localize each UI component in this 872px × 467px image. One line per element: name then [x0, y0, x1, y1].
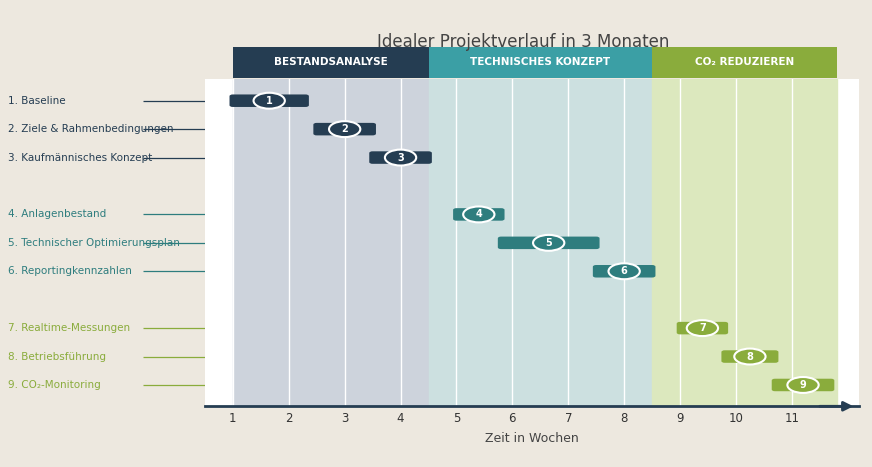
Text: 4: 4: [475, 209, 482, 219]
Text: 3. Kaufmännisches Konzept: 3. Kaufmännisches Konzept: [8, 153, 153, 163]
Text: 4. Anlagenbestand: 4. Anlagenbestand: [8, 209, 106, 219]
Text: BESTANDSANALYSE: BESTANDSANALYSE: [274, 57, 387, 67]
Text: 9. CO₂-Monitoring: 9. CO₂-Monitoring: [8, 380, 101, 390]
Text: 9: 9: [800, 380, 807, 390]
Text: 7. Realtime-Messungen: 7. Realtime-Messungen: [8, 323, 130, 333]
Circle shape: [533, 235, 564, 251]
FancyBboxPatch shape: [721, 350, 779, 363]
Text: 8. Betriebsführung: 8. Betriebsführung: [8, 352, 106, 361]
Text: 3: 3: [397, 153, 404, 163]
Circle shape: [385, 149, 416, 165]
Text: TECHNISCHES KONZEPT: TECHNISCHES KONZEPT: [470, 57, 610, 67]
FancyBboxPatch shape: [677, 322, 728, 334]
Bar: [428, 79, 652, 406]
Text: 2: 2: [341, 124, 348, 134]
FancyBboxPatch shape: [772, 379, 835, 391]
FancyBboxPatch shape: [498, 237, 600, 249]
Bar: [233, 79, 428, 406]
Text: Idealer Projektverlauf in 3 Monaten: Idealer Projektverlauf in 3 Monaten: [377, 33, 670, 51]
Text: 6: 6: [621, 266, 628, 276]
FancyBboxPatch shape: [593, 265, 656, 277]
FancyBboxPatch shape: [453, 208, 505, 221]
Text: 2. Ziele & Rahmenbedingungen: 2. Ziele & Rahmenbedingungen: [8, 124, 174, 134]
Circle shape: [463, 206, 494, 222]
FancyBboxPatch shape: [229, 94, 309, 107]
FancyBboxPatch shape: [652, 47, 836, 78]
Circle shape: [609, 263, 640, 279]
Circle shape: [329, 121, 360, 137]
Circle shape: [787, 377, 819, 393]
Text: 7: 7: [699, 323, 705, 333]
FancyBboxPatch shape: [369, 151, 432, 164]
Bar: [652, 79, 836, 406]
Circle shape: [687, 320, 718, 336]
FancyBboxPatch shape: [233, 47, 428, 78]
FancyBboxPatch shape: [313, 123, 376, 135]
Text: CO₂ REDUZIEREN: CO₂ REDUZIEREN: [695, 57, 794, 67]
Circle shape: [734, 348, 766, 365]
Text: 8: 8: [746, 352, 753, 361]
X-axis label: Zeit in Wochen: Zeit in Wochen: [485, 432, 579, 445]
Text: 1: 1: [266, 96, 273, 106]
FancyBboxPatch shape: [428, 47, 652, 78]
Text: 1. Baseline: 1. Baseline: [8, 96, 65, 106]
Text: 6. Reportingkennzahlen: 6. Reportingkennzahlen: [8, 266, 132, 276]
Circle shape: [254, 93, 285, 109]
Text: 5. Technischer Optimierungsplan: 5. Technischer Optimierungsplan: [8, 238, 181, 248]
Text: 5: 5: [545, 238, 552, 248]
